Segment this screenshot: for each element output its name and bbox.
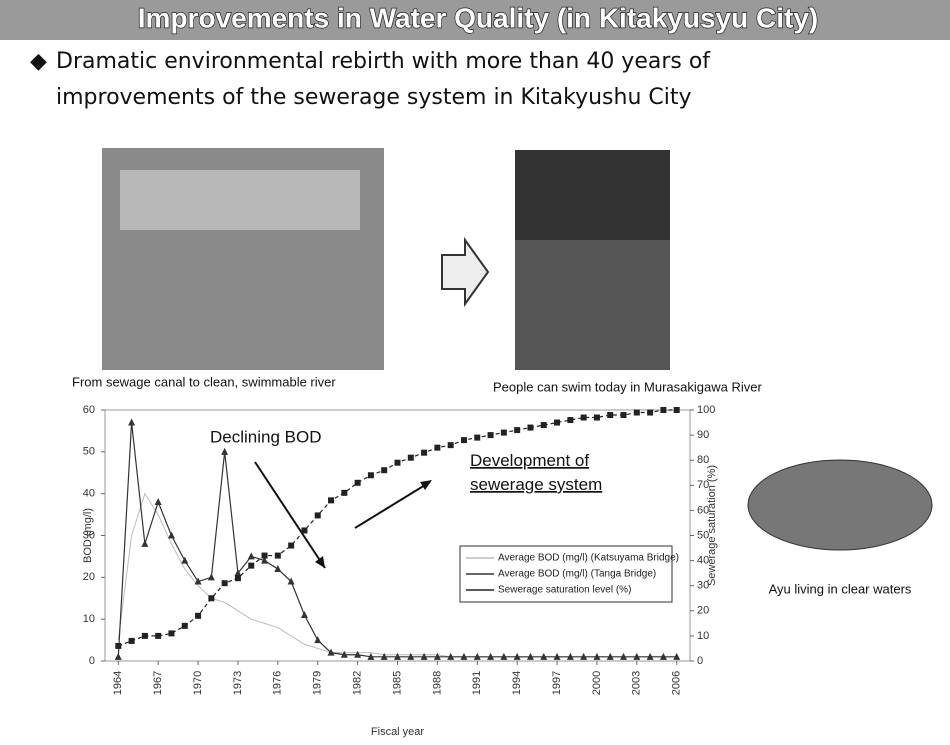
marker — [168, 630, 174, 636]
marker — [208, 595, 214, 601]
y2-tick-label: 100 — [697, 404, 715, 416]
x-tick-label: 2006 — [671, 671, 683, 695]
marker — [594, 415, 600, 421]
x-tick-label: 1991 — [471, 671, 483, 695]
x-axis-label: Fiscal year — [371, 726, 425, 738]
marker — [527, 425, 533, 431]
marker — [461, 437, 467, 443]
y2-tick-label: 80 — [697, 454, 709, 466]
photo-detail — [120, 170, 360, 230]
x-tick-label: 1988 — [431, 671, 443, 695]
marker — [395, 460, 401, 466]
marker — [115, 643, 121, 649]
y2-axis-label: Sewerage saturation (%) — [706, 465, 718, 586]
y2-tick-label: 0 — [697, 655, 703, 667]
x-tick-label: 2003 — [631, 671, 643, 695]
marker — [408, 455, 414, 461]
marker — [514, 427, 520, 433]
marker — [660, 407, 666, 413]
caption: Ayu living in clear waters — [769, 581, 912, 596]
slide-title: Improvements in Water Quality (in Kitaky… — [138, 2, 818, 33]
marker — [222, 580, 228, 586]
marker — [581, 415, 587, 421]
marker — [621, 412, 627, 418]
annotation: Declining BOD — [210, 427, 322, 446]
slide: Improvements in Water Quality (in Kitaky… — [0, 0, 950, 741]
marker — [195, 613, 201, 619]
marker — [235, 575, 241, 581]
bullet-line: Dramatic environmental rebirth with more… — [56, 49, 711, 74]
x-tick-label: 1976 — [272, 671, 284, 695]
x-tick-label: 1997 — [551, 671, 563, 695]
bullet-line: improvements of the sewerage system in K… — [56, 85, 692, 110]
x-tick-label: 1970 — [192, 671, 204, 695]
marker — [328, 497, 334, 503]
marker — [129, 638, 135, 644]
marker — [567, 417, 573, 423]
slide-canvas: Improvements in Water Quality (in Kitaky… — [0, 0, 950, 741]
marker — [182, 623, 188, 629]
caption: From sewage canal to clean, swimmable ri… — [72, 374, 336, 389]
y-tick-label: 40 — [83, 488, 95, 500]
marker — [434, 445, 440, 451]
y-tick-label: 50 — [83, 446, 95, 458]
y2-tick-label: 90 — [697, 429, 709, 441]
y-tick-label: 10 — [83, 613, 95, 625]
x-tick-label: 1994 — [511, 671, 523, 695]
x-tick-label: 1964 — [112, 671, 124, 695]
marker — [647, 410, 653, 416]
marker — [275, 553, 281, 559]
marker — [315, 512, 321, 518]
marker — [341, 490, 347, 496]
y-tick-label: 0 — [89, 655, 95, 667]
marker — [288, 543, 294, 549]
x-tick-label: 1973 — [232, 671, 244, 695]
y2-tick-label: 20 — [697, 605, 709, 617]
marker — [262, 553, 268, 559]
x-tick-label: 1985 — [391, 671, 403, 695]
marker — [301, 527, 307, 533]
y-tick-label: 20 — [83, 571, 95, 583]
marker — [607, 412, 613, 418]
marker — [421, 450, 427, 456]
marker — [674, 407, 680, 413]
marker — [501, 430, 507, 436]
x-tick-label: 1967 — [152, 671, 164, 695]
marker — [248, 563, 254, 569]
legend-label: Sewerage saturation level (%) — [498, 585, 631, 596]
marker — [634, 410, 640, 416]
photo-detail — [515, 240, 670, 370]
x-tick-label: 2000 — [591, 671, 603, 695]
x-tick-label: 1982 — [352, 671, 364, 695]
y-axis-label: BOD (mg/l) — [82, 508, 94, 563]
x-tick-label: 1979 — [312, 671, 324, 695]
marker — [155, 633, 161, 639]
marker — [541, 422, 547, 428]
y2-tick-label: 10 — [697, 630, 709, 642]
marker — [368, 472, 374, 478]
marker — [381, 467, 387, 473]
legend-label: Average BOD (mg/l) (Katsuyama Bridge) — [498, 553, 679, 564]
marker — [554, 420, 560, 426]
plot-area — [105, 410, 690, 661]
marker — [448, 442, 454, 448]
ayu-photo — [748, 460, 932, 550]
marker — [142, 633, 148, 639]
marker — [474, 435, 480, 441]
legend-label: Average BOD (mg/l) (Tanga Bridge) — [498, 569, 656, 580]
y-tick-label: 60 — [83, 404, 95, 416]
marker — [488, 432, 494, 438]
arrow — [442, 240, 488, 304]
bullet-icon: ◆ — [30, 49, 47, 74]
marker — [355, 480, 361, 486]
caption: People can swim today in Murasakigawa Ri… — [493, 379, 762, 394]
